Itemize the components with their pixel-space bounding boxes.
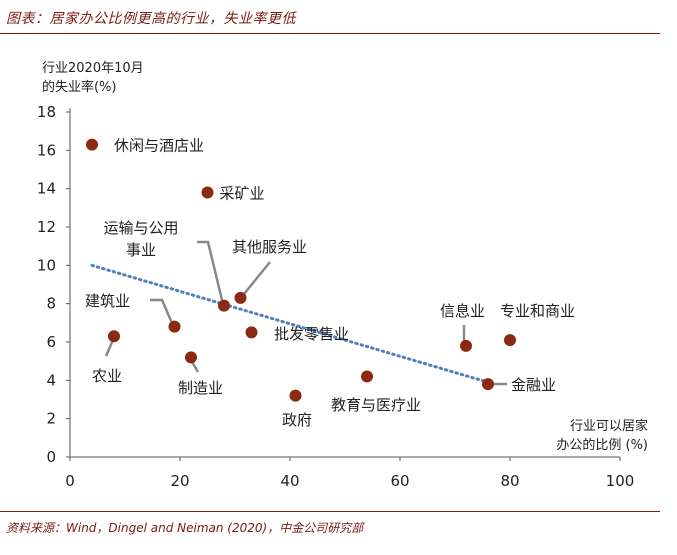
data-point	[201, 186, 214, 199]
y-tick-label: 4	[46, 371, 56, 389]
point-label: 采矿业	[220, 185, 265, 203]
y-tick-label: 16	[37, 141, 56, 159]
point-label: 农业	[92, 367, 122, 385]
x-axis-title: 行业可以居家	[570, 418, 648, 434]
point-label: 批发零售业	[274, 325, 349, 343]
data-point	[504, 334, 516, 347]
data-point	[245, 326, 258, 339]
point-label: 专业和商业	[500, 302, 575, 320]
x-tick-label: 80	[500, 472, 519, 490]
leader-line	[104, 339, 115, 357]
data-point	[218, 299, 230, 312]
y-tick-label: 14	[37, 180, 56, 198]
title-rule	[0, 33, 660, 34]
point-label: 信息业	[440, 302, 485, 320]
data-point	[234, 291, 247, 304]
y-tick-label: 0	[46, 448, 56, 466]
point-label: 制造业	[178, 379, 223, 397]
leader-line	[197, 240, 224, 301]
data-point	[289, 389, 302, 402]
data-point	[482, 378, 494, 391]
data-point	[185, 351, 197, 364]
leader-line	[243, 261, 271, 295]
point-label: 教育与医疗业	[331, 396, 421, 414]
y-axis-title: 的失业率(%)	[42, 79, 117, 95]
source-note: 资料来源：Wind，Dingel and Neiman (2020)，中金公司研…	[6, 521, 364, 535]
point-label: 其他服务业	[232, 238, 307, 256]
point-label: 运输与公用事业	[103, 219, 178, 259]
point-label: 休闲与酒店业	[114, 137, 204, 155]
data-point	[86, 138, 98, 151]
point-label: 政府	[282, 411, 312, 429]
x-tick-label: 100	[606, 472, 635, 490]
point-label: 金融业	[511, 376, 556, 394]
y-tick-label: 12	[37, 218, 56, 236]
data-point	[361, 370, 373, 383]
point-label: 建筑业	[85, 292, 130, 310]
figure-title: 图表：居家办公比例更高的行业，失业率更低	[6, 11, 296, 27]
x-tick-label: 20	[170, 472, 189, 490]
y-tick-label: 2	[46, 410, 56, 428]
x-tick-label: 40	[280, 472, 299, 490]
y-axis-title: 行业2020年10月	[42, 61, 144, 76]
y-tick-label: 8	[46, 295, 56, 313]
leader-line	[150, 298, 174, 324]
y-tick-label: 18	[37, 103, 56, 121]
data-point	[460, 339, 472, 352]
x-axis-title: 办公的比例 (%)	[556, 437, 648, 453]
x-tick-label: 0	[65, 472, 75, 490]
y-tick-label: 10	[37, 256, 56, 274]
data-point	[168, 320, 181, 333]
x-tick-label: 60	[390, 472, 409, 490]
data-point	[108, 330, 120, 343]
y-tick-label: 6	[46, 333, 56, 351]
footer-rule	[0, 511, 660, 512]
trendline	[90, 263, 490, 384]
